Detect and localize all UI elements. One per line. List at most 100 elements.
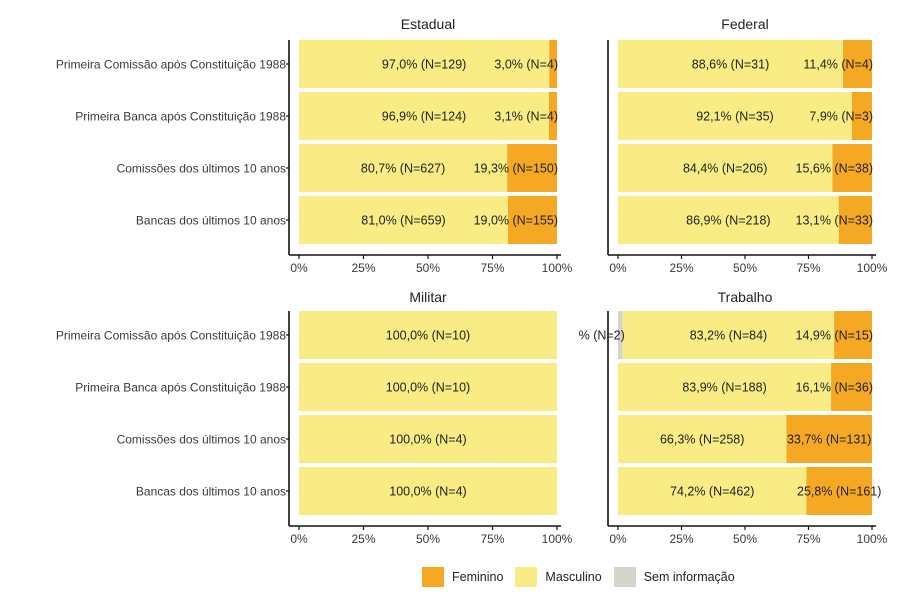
bar-segment-federal-1-masculino [618, 40, 844, 88]
data-label-militar-2-masculino: 100,0% (N=10) [386, 381, 470, 395]
x-tick-label-federal-4: 75% [796, 261, 820, 275]
x-tick-label-federal-2: 25% [669, 261, 693, 275]
bar-segment-federal-2-feminino [851, 92, 872, 140]
x-tick-label-federal-5: 100% [857, 261, 888, 275]
x-tick-label-estadual-5: 100% [542, 261, 573, 275]
x-tick-label-estadual-3: 50% [416, 261, 440, 275]
bar-segment-estadual-2-feminino [549, 92, 557, 140]
data-label-federal-2-feminino: 7,9% (N=3) [809, 110, 873, 124]
bar-segment-federal-1-feminino [843, 40, 872, 88]
data-label-federal-2-masculino: 92,1% (N=35) [696, 110, 773, 124]
data-label-trabalho-2-masculino: 83,9% (N=188) [682, 381, 766, 395]
data-label-trabalho-3-masculino: 66,3% (N=258) [660, 433, 744, 447]
bar-segment-estadual-3-masculino [299, 144, 508, 192]
x-tick-label-militar-1: 0% [290, 532, 308, 546]
legend-item-feminino: Feminino [422, 567, 503, 587]
bar-segment-trabalho-4-masculino [618, 467, 807, 515]
x-tick-label-trabalho-1: 0% [609, 532, 627, 546]
bar-segment-federal-3-masculino [618, 144, 833, 192]
bar-segment-trabalho-2-masculino [618, 363, 832, 411]
legend-label-sem-informacao: Sem informação [643, 570, 735, 584]
x-tick-label-estadual-1: 0% [290, 261, 308, 275]
bar-segment-federal-4-feminino [838, 196, 872, 244]
x-tick-label-trabalho-5: 100% [857, 532, 888, 546]
y-tick-label-2: Primeira Banca após Constituição 1988 [75, 381, 286, 395]
panel-title-trabalho: Trabalho [718, 289, 773, 305]
y-tick-label-3: Comissões dos últimos 10 anos [117, 433, 286, 447]
bar-segment-estadual-1-masculino [299, 40, 550, 88]
bar-segment-trabalho-2-feminino [831, 363, 872, 411]
x-tick-label-estadual-4: 75% [480, 261, 504, 275]
data-label-federal-3-feminino: 15,6% (N=38) [796, 162, 873, 176]
data-label-federal-4-masculino: 86,9% (N=218) [686, 214, 770, 228]
bar-segment-estadual-4-masculino [299, 196, 508, 244]
data-label-estadual-3-feminino: 19,3% (N=150) [474, 162, 558, 176]
data-label-trabalho-4-feminino: 25,8% (N=161) [797, 485, 881, 499]
data-label-trabalho-4-masculino: 74,2% (N=462) [670, 485, 754, 499]
x-tick-label-militar-2: 25% [351, 532, 375, 546]
data-label-militar-4-masculino: 100,0% (N=4) [389, 485, 466, 499]
legend-swatch-feminino [422, 567, 444, 587]
bar-segment-estadual-4-feminino [507, 196, 557, 244]
bar-segment-trabalho-1-masculino [622, 311, 835, 359]
bar-segment-estadual-1-feminino [549, 40, 557, 88]
data-label-federal-1-feminino: 11,4% (N=4) [803, 58, 873, 72]
x-tick-label-estadual-2: 25% [351, 261, 375, 275]
data-label-federal-4-feminino: 13,1% (N=33) [796, 214, 873, 228]
legend-item-sem-informacao: Sem informação [613, 567, 735, 587]
bar-segment-trabalho-3-feminino [786, 415, 872, 463]
data-label-militar-1-masculino: 100,0% (N=10) [386, 329, 470, 343]
bar-segment-federal-3-feminino [832, 144, 872, 192]
bar-segment-estadual-3-feminino [507, 144, 557, 192]
data-label-estadual-1-feminino: 3,0% (N=4) [494, 58, 558, 72]
y-tick-label-4: Bancas dos últimos 10 anos [136, 214, 286, 228]
data-label-trabalho-2-feminino: 16,1% (N=36) [796, 381, 873, 395]
data-label-trabalho-1-sem-informacao: % (N=2) [579, 329, 625, 343]
data-label-trabalho-3-feminino: 33,7% (N=131) [787, 433, 871, 447]
bar-segment-federal-4-masculino [618, 196, 839, 244]
panel-title-federal: Federal [721, 16, 768, 32]
x-tick-label-militar-5: 100% [542, 532, 573, 546]
y-tick-label-4: Bancas dos últimos 10 anos [136, 485, 286, 499]
bar-segment-militar-2-masculino [299, 363, 557, 411]
bar-segment-trabalho-1-feminino [834, 311, 872, 359]
x-tick-label-federal-1: 0% [609, 261, 627, 275]
data-label-federal-1-masculino: 88,6% (N=31) [692, 58, 769, 72]
x-tick-label-trabalho-4: 75% [796, 532, 820, 546]
bar-segment-militar-1-masculino [299, 311, 557, 359]
data-label-estadual-3-masculino: 80,7% (N=627) [361, 162, 445, 176]
bar-segment-federal-2-masculino [618, 92, 852, 140]
data-label-estadual-1-masculino: 97,0% (N=129) [382, 58, 466, 72]
x-tick-label-trabalho-2: 25% [669, 532, 693, 546]
data-label-militar-3-masculino: 100,0% (N=4) [389, 433, 466, 447]
bar-segment-estadual-2-masculino [299, 92, 550, 140]
x-tick-label-federal-3: 50% [733, 261, 757, 275]
legend-item-masculino: Masculino [515, 567, 602, 587]
legend-label-masculino: Masculino [545, 570, 602, 584]
data-label-estadual-4-masculino: 81,0% (N=659) [361, 214, 445, 228]
y-tick-label-1: Primeira Comissão após Constituição 1988 [56, 329, 286, 343]
data-label-federal-3-masculino: 84,4% (N=206) [683, 162, 767, 176]
y-tick-label-3: Comissões dos últimos 10 anos [117, 162, 286, 176]
x-tick-label-trabalho-3: 50% [733, 532, 757, 546]
data-label-trabalho-1-feminino: 14,9% (N=15) [796, 329, 873, 343]
data-label-estadual-4-feminino: 19,0% (N=155) [474, 214, 558, 228]
legend-swatch-masculino [515, 567, 538, 587]
bar-segment-trabalho-4-feminino [806, 467, 872, 515]
bar-segment-militar-4-masculino [299, 467, 557, 515]
y-tick-label-2: Primeira Banca após Constituição 1988 [75, 110, 286, 124]
data-label-trabalho-1-masculino: 83,2% (N=84) [690, 329, 767, 343]
bar-segment-militar-3-masculino [299, 415, 557, 463]
panel-title-militar: Militar [409, 289, 447, 305]
x-tick-label-militar-4: 75% [480, 532, 504, 546]
y-tick-label-1: Primeira Comissão após Constituição 1988 [56, 58, 286, 72]
panel-title-estadual: Estadual [401, 16, 455, 32]
legend-label-feminino: Feminino [452, 570, 504, 584]
legend-swatch-sem-informacao [613, 567, 636, 587]
data-label-estadual-2-masculino: 96,9% (N=124) [382, 110, 466, 124]
x-tick-label-militar-3: 50% [416, 532, 440, 546]
data-label-estadual-2-feminino: 3,1% (N=4) [494, 110, 558, 124]
legend: Feminino Masculino Sem informação [422, 567, 747, 587]
bar-segment-trabalho-3-masculino [618, 415, 787, 463]
